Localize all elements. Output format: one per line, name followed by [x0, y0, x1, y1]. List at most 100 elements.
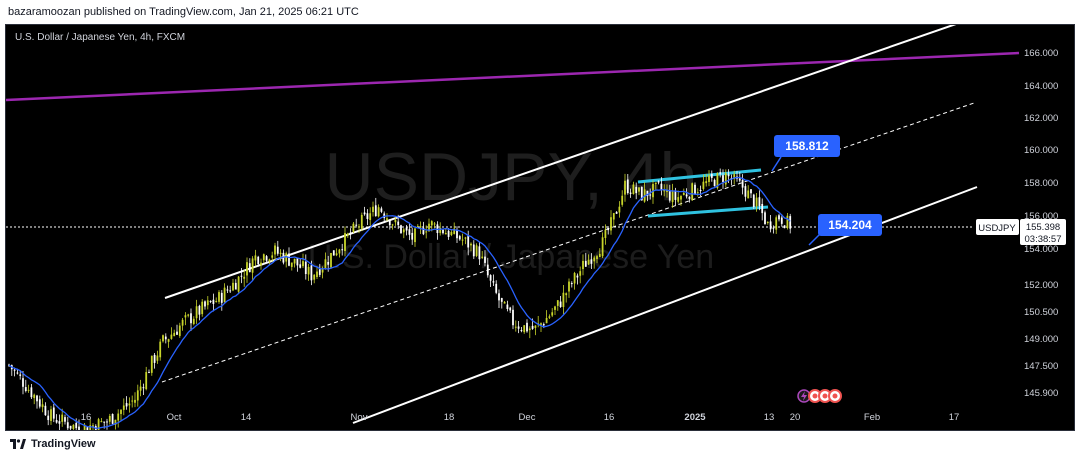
candle-body [635, 186, 638, 194]
candle-body [677, 197, 680, 202]
candle-body [439, 227, 442, 233]
candle-body [416, 226, 419, 228]
candle-body [778, 215, 780, 220]
candle-body [747, 190, 750, 199]
candle-body [444, 233, 447, 235]
candle-body [388, 219, 391, 226]
candle-body [156, 355, 159, 361]
candle-body [551, 312, 554, 316]
callout-box-upper[interactable] [774, 135, 840, 157]
candle-body [246, 262, 248, 276]
candle-body [786, 215, 789, 229]
x-tick-label: 16 [604, 412, 615, 423]
candle-body [576, 275, 579, 278]
x-tick-label: 13 [764, 412, 775, 423]
y-tick-label: 150.500 [1024, 307, 1058, 318]
candle-body [377, 207, 380, 217]
flag-upper-line[interactable] [637, 168, 762, 184]
candle-body [750, 189, 752, 194]
last-price-value: 155.398 [1026, 222, 1060, 233]
candle-body [220, 292, 223, 303]
candle-body [710, 174, 713, 178]
candle-body [425, 231, 428, 233]
tradingview-brand[interactable]: TradingView [10, 438, 96, 450]
time-axis[interactable]: 16 Oct 14 Nov 18 Dec 16 2025 13 20 Feb 17 [81, 412, 960, 423]
candle-body [442, 229, 444, 234]
candle-body [176, 331, 178, 335]
candle-body [148, 371, 150, 373]
candle-body [268, 259, 271, 262]
candle-body [83, 424, 86, 434]
channel-upper-line[interactable] [164, 22, 960, 299]
candle-body [134, 399, 136, 403]
candle-body [727, 174, 730, 177]
candle-body [386, 218, 388, 220]
candle-body [607, 228, 610, 231]
callout-text-lower: 154.204 [828, 218, 872, 232]
candle-body [475, 245, 478, 256]
candle-body [131, 400, 134, 402]
candle-body [414, 228, 416, 243]
candle-body [405, 227, 408, 231]
candle-body [481, 256, 484, 258]
candle-body [612, 213, 615, 220]
event-icons[interactable] [797, 389, 842, 403]
candle-body [58, 421, 61, 424]
y-tick-label: 158.000 [1024, 178, 1058, 189]
candle-body [184, 315, 187, 318]
candle-body [103, 421, 106, 423]
candle-body [428, 223, 430, 232]
candle-body [341, 249, 344, 251]
long-term-trendline[interactable] [5, 51, 1020, 102]
candle-body [117, 413, 120, 421]
candle-body [363, 212, 366, 215]
candle-body [629, 192, 632, 194]
flag-lower-line[interactable] [647, 205, 769, 218]
candle-body [223, 287, 226, 303]
price-chart[interactable]: USDJPY, 4h U.S. Dollar / Japanese Yen U.… [5, 22, 1074, 442]
candle-body [229, 290, 232, 292]
candle-body [206, 300, 209, 306]
candle-body [310, 265, 313, 281]
candle-body [162, 335, 164, 342]
candle-body [654, 182, 657, 185]
callout-box-lower[interactable] [818, 214, 882, 236]
candle-body [108, 415, 111, 422]
candle-body [201, 301, 204, 315]
candle-body [64, 417, 66, 422]
candle-body [584, 260, 587, 267]
candle-body [478, 246, 481, 260]
candle-body [139, 386, 142, 391]
y-tick-label: 162.000 [1024, 113, 1058, 124]
candle-body [50, 409, 52, 421]
candle-body [646, 190, 649, 197]
candle-body [582, 260, 584, 270]
candle-body [761, 203, 764, 214]
candle-body [447, 230, 450, 237]
candle-body [540, 323, 542, 325]
candle-body [587, 259, 590, 265]
candle-body [47, 415, 50, 421]
candle-body [374, 205, 377, 217]
candle-body [523, 325, 526, 333]
candle-body [638, 187, 640, 192]
candle-body [621, 195, 624, 205]
channel-lower-line[interactable] [352, 186, 978, 424]
price-axis[interactable]: 166.000 164.000 162.000 160.000 158.000 156.0… [1024, 48, 1058, 399]
candle-body [69, 425, 72, 429]
candle-body [719, 172, 722, 174]
candle-body [335, 253, 338, 256]
candle-body [187, 314, 190, 316]
publish-header: bazaramoozan published on TradingView.co… [0, 0, 1080, 24]
candle-body [33, 394, 36, 399]
candle-body [279, 252, 282, 255]
candle-body [657, 181, 660, 183]
candle-body [327, 261, 330, 265]
candle-body [506, 304, 509, 309]
candle-body [789, 216, 792, 229]
candle-body [349, 232, 352, 234]
candle-body [86, 427, 89, 432]
candle-body [674, 190, 677, 200]
candle-body [61, 414, 64, 422]
chart-frame[interactable]: USDJPY, 4h U.S. Dollar / Japanese Yen U.… [5, 22, 1075, 442]
